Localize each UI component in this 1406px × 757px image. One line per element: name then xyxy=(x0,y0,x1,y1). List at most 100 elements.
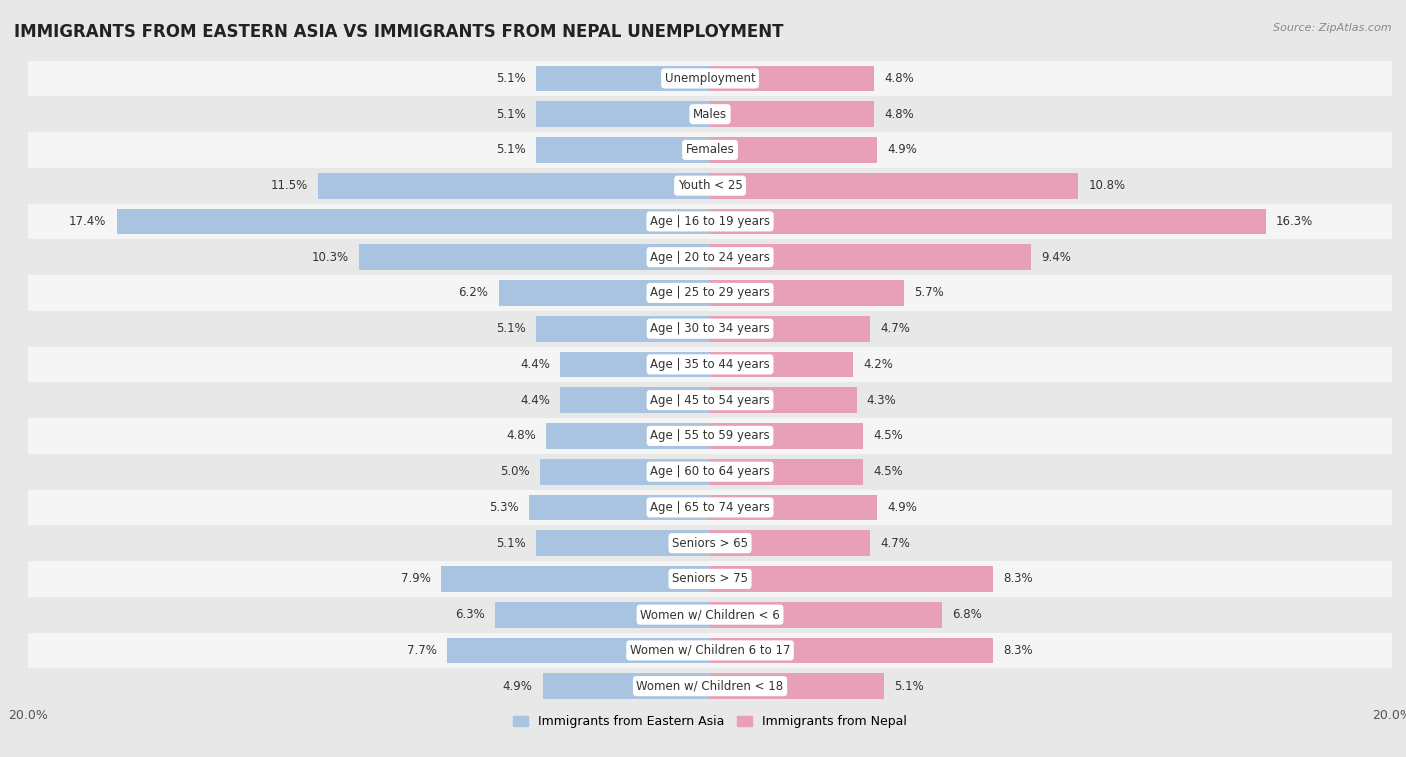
Text: Age | 60 to 64 years: Age | 60 to 64 years xyxy=(650,465,770,478)
Bar xyxy=(560,351,710,377)
Bar xyxy=(28,382,1392,418)
Text: Age | 16 to 19 years: Age | 16 to 19 years xyxy=(650,215,770,228)
Bar xyxy=(28,168,1392,204)
Bar xyxy=(710,673,884,699)
Bar xyxy=(536,66,710,92)
Bar xyxy=(560,388,710,413)
Bar xyxy=(710,66,873,92)
Text: 11.5%: 11.5% xyxy=(270,179,308,192)
Text: Women w/ Children < 18: Women w/ Children < 18 xyxy=(637,680,783,693)
Text: 10.3%: 10.3% xyxy=(312,251,349,263)
Bar xyxy=(710,245,1031,270)
Text: Males: Males xyxy=(693,107,727,120)
Bar xyxy=(547,423,710,449)
Text: Age | 20 to 24 years: Age | 20 to 24 years xyxy=(650,251,770,263)
Bar xyxy=(28,453,1392,490)
Bar xyxy=(28,668,1392,704)
Text: 4.5%: 4.5% xyxy=(873,465,904,478)
Bar xyxy=(28,597,1392,633)
Text: 5.1%: 5.1% xyxy=(496,537,526,550)
Bar xyxy=(28,418,1392,453)
Bar xyxy=(710,173,1078,198)
Text: Seniors > 65: Seniors > 65 xyxy=(672,537,748,550)
Text: Age | 45 to 54 years: Age | 45 to 54 years xyxy=(650,394,770,407)
Text: 4.9%: 4.9% xyxy=(503,680,533,693)
Text: Age | 65 to 74 years: Age | 65 to 74 years xyxy=(650,501,770,514)
Text: 5.1%: 5.1% xyxy=(894,680,924,693)
Text: 5.1%: 5.1% xyxy=(496,72,526,85)
Text: 5.1%: 5.1% xyxy=(496,107,526,120)
Bar xyxy=(28,633,1392,668)
Text: Age | 25 to 29 years: Age | 25 to 29 years xyxy=(650,286,770,300)
Bar xyxy=(28,347,1392,382)
Bar xyxy=(540,459,710,484)
Text: 8.3%: 8.3% xyxy=(1004,644,1033,657)
Text: 9.4%: 9.4% xyxy=(1040,251,1070,263)
Bar xyxy=(28,132,1392,168)
Text: Age | 30 to 34 years: Age | 30 to 34 years xyxy=(650,322,770,335)
Text: Source: ZipAtlas.com: Source: ZipAtlas.com xyxy=(1274,23,1392,33)
Bar xyxy=(710,137,877,163)
Bar xyxy=(529,494,710,520)
Text: 4.8%: 4.8% xyxy=(506,429,536,442)
Text: Unemployment: Unemployment xyxy=(665,72,755,85)
Text: 6.2%: 6.2% xyxy=(458,286,488,300)
Text: 7.9%: 7.9% xyxy=(401,572,430,585)
Bar xyxy=(536,101,710,127)
Text: 4.2%: 4.2% xyxy=(863,358,893,371)
Bar xyxy=(447,637,710,663)
Bar xyxy=(28,275,1392,311)
Bar xyxy=(710,208,1265,235)
Text: IMMIGRANTS FROM EASTERN ASIA VS IMMIGRANTS FROM NEPAL UNEMPLOYMENT: IMMIGRANTS FROM EASTERN ASIA VS IMMIGRAN… xyxy=(14,23,783,41)
Text: 5.3%: 5.3% xyxy=(489,501,519,514)
Text: 4.4%: 4.4% xyxy=(520,358,550,371)
Bar xyxy=(710,423,863,449)
Bar xyxy=(710,316,870,341)
Text: Females: Females xyxy=(686,143,734,157)
Bar xyxy=(499,280,710,306)
Text: 4.9%: 4.9% xyxy=(887,143,917,157)
Text: 5.0%: 5.0% xyxy=(499,465,529,478)
Bar xyxy=(710,459,863,484)
Bar xyxy=(28,561,1392,597)
Bar xyxy=(710,351,853,377)
Legend: Immigrants from Eastern Asia, Immigrants from Nepal: Immigrants from Eastern Asia, Immigrants… xyxy=(508,710,912,733)
Bar xyxy=(28,239,1392,275)
Bar xyxy=(28,525,1392,561)
Bar xyxy=(710,531,870,556)
Bar xyxy=(28,96,1392,132)
Text: 5.1%: 5.1% xyxy=(496,322,526,335)
Bar xyxy=(28,61,1392,96)
Text: 5.1%: 5.1% xyxy=(496,143,526,157)
Text: 4.7%: 4.7% xyxy=(880,537,910,550)
Text: 16.3%: 16.3% xyxy=(1277,215,1313,228)
Text: 10.8%: 10.8% xyxy=(1088,179,1126,192)
Bar xyxy=(710,280,904,306)
Text: 4.3%: 4.3% xyxy=(868,394,897,407)
Text: Seniors > 75: Seniors > 75 xyxy=(672,572,748,585)
Bar xyxy=(318,173,710,198)
Bar xyxy=(359,245,710,270)
Text: 4.4%: 4.4% xyxy=(520,394,550,407)
Bar xyxy=(710,566,993,592)
Text: 4.9%: 4.9% xyxy=(887,501,917,514)
Bar xyxy=(536,316,710,341)
Bar xyxy=(495,602,710,628)
Text: 6.8%: 6.8% xyxy=(952,608,981,621)
Text: 4.8%: 4.8% xyxy=(884,107,914,120)
Text: Women w/ Children 6 to 17: Women w/ Children 6 to 17 xyxy=(630,644,790,657)
Bar xyxy=(440,566,710,592)
Text: 8.3%: 8.3% xyxy=(1004,572,1033,585)
Text: Youth < 25: Youth < 25 xyxy=(678,179,742,192)
Text: Age | 35 to 44 years: Age | 35 to 44 years xyxy=(650,358,770,371)
Text: 17.4%: 17.4% xyxy=(69,215,107,228)
Bar xyxy=(117,208,710,235)
Text: 6.3%: 6.3% xyxy=(456,608,485,621)
Bar xyxy=(28,204,1392,239)
Bar xyxy=(28,490,1392,525)
Text: 4.5%: 4.5% xyxy=(873,429,904,442)
Text: 5.7%: 5.7% xyxy=(915,286,945,300)
Bar xyxy=(710,637,993,663)
Text: 4.8%: 4.8% xyxy=(884,72,914,85)
Bar xyxy=(28,311,1392,347)
